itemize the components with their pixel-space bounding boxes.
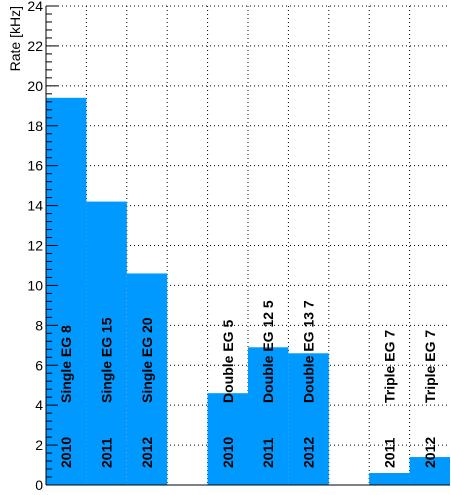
bar-year-label: 2012 [139,437,155,468]
bar-name-label: Triple EG 7 [381,330,397,403]
y-tick-label: 16 [27,158,43,174]
y-tick-label: 6 [35,357,43,373]
y-tick-label: 0 [35,477,43,493]
bar-name-label: Single EG 20 [139,317,155,403]
bar-name-label: Triple EG 7 [422,330,438,403]
bar-year-label: 2010 [58,437,74,468]
bar-year-label: 2012 [301,437,317,468]
y-axis-title: Rate [kHz] [7,6,23,71]
grid [46,5,450,485]
y-tick-label: 22 [27,38,43,54]
y-tick-label: 10 [27,277,43,293]
bar [288,353,329,485]
bar [126,273,168,485]
bar-labels: 2010 Single EG 8 2011 Single EG 15 2012 Singl… [58,300,438,468]
bar-name-label: Single EG 15 [99,317,115,403]
bar-year-label: 2011 [381,437,397,468]
y-tick-label: 24 [27,0,43,14]
y-tick-label: 2 [35,437,43,453]
bar [369,473,410,485]
bar-year-label: 2011 [260,437,276,468]
bar-year-label: 2010 [220,437,236,468]
bar-year-label: 2011 [99,437,115,468]
y-tick-label: 14 [27,198,43,214]
bar [86,201,127,485]
y-tick-label: 12 [27,238,43,254]
bar [248,347,289,485]
bar [46,97,87,485]
bar-year-label: 2012 [422,437,438,468]
y-tick-label: 4 [35,397,43,413]
y-tick-label: 18 [27,118,43,134]
y-tick-label: 20 [27,78,43,94]
bar-name-label: Double EG 5 [220,320,236,403]
bar [409,457,450,485]
bar-name-label: Double EG 12 5 [260,300,276,403]
bar [207,393,248,485]
y-tick-label: 8 [35,317,43,333]
bar-name-label: Single EG 8 [58,325,74,403]
bars [46,97,450,485]
bar-name-label: Double EG 13 7 [301,300,317,403]
